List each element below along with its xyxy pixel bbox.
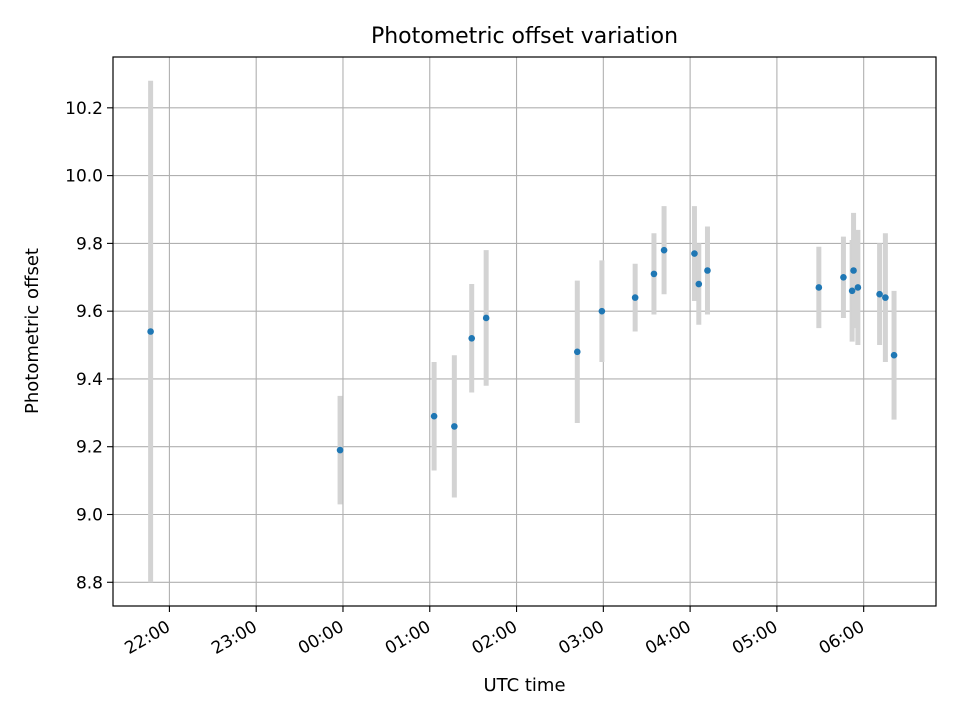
- data-point: [598, 307, 606, 315]
- data-point: [451, 423, 458, 430]
- data-point: [840, 273, 847, 281]
- data-points: [147, 246, 898, 454]
- y-tick-label: 9.2: [76, 438, 103, 458]
- data-point: [695, 280, 703, 288]
- data-point: [468, 334, 476, 342]
- y-axis-ticks: 8.8 9.0 9.2 9.4 9.6 9.8 10.0 10.2: [65, 99, 113, 593]
- y-tick-label: 8.8: [76, 573, 103, 593]
- data-point: [336, 446, 344, 454]
- x-axis-label: UTC time: [483, 675, 565, 696]
- data-point: [650, 270, 658, 278]
- plot-frame: [112, 56, 937, 607]
- y-tick-label: 9.4: [76, 370, 103, 390]
- data-point: [660, 246, 668, 254]
- data-point: [573, 348, 581, 356]
- y-tick-label: 9.8: [76, 234, 103, 254]
- data-point: [482, 314, 490, 322]
- y-tick-label: 9.6: [76, 302, 103, 322]
- data-point: [850, 267, 857, 274]
- data-point: [147, 328, 154, 335]
- data-point: [815, 284, 823, 291]
- data-point: [876, 290, 883, 298]
- data-point: [704, 267, 711, 274]
- chart-title: Photometric offset variation: [371, 24, 678, 49]
- data-point: [631, 294, 639, 301]
- data-point: [691, 250, 698, 257]
- y-tick-label: 10.2: [65, 99, 103, 119]
- data-point: [882, 294, 889, 301]
- data-point: [430, 412, 438, 420]
- y-tick-label: 9.0: [76, 506, 103, 526]
- y-tick-label: 10.0: [65, 167, 103, 187]
- data-point: [890, 351, 898, 359]
- data-point: [854, 284, 862, 291]
- grid: [113, 57, 936, 606]
- y-axis-label: Photometric offset: [22, 248, 43, 414]
- data-point: [848, 287, 856, 295]
